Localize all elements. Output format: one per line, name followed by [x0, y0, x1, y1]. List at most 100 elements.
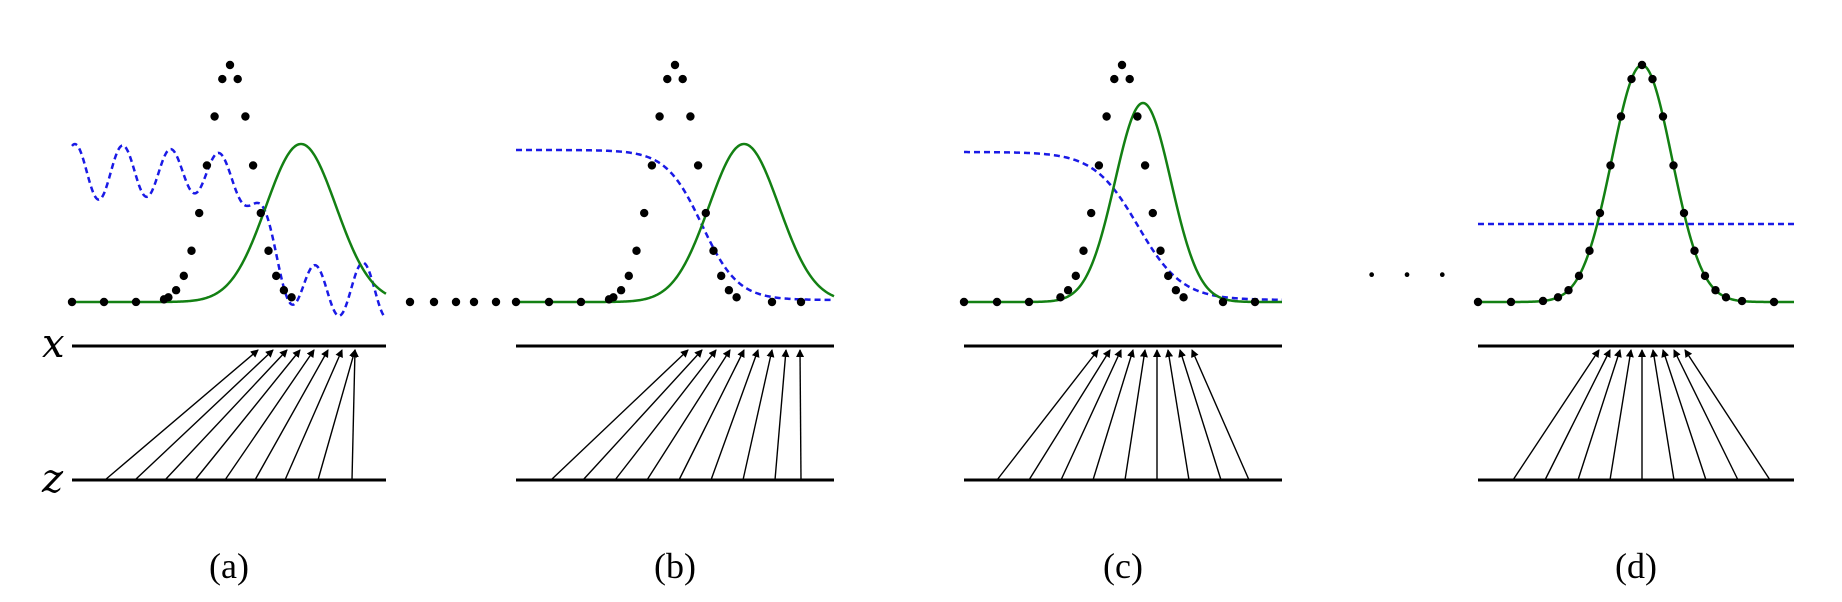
data-point: [1669, 161, 1678, 170]
panel-label-a: (a): [209, 546, 249, 586]
ellipsis: · · ·: [1365, 252, 1455, 297]
data-point: [1171, 286, 1181, 295]
data-point: [640, 208, 649, 218]
data-point: [616, 286, 626, 295]
discriminator-curve: [515, 148, 834, 302]
data-point: [1700, 271, 1710, 281]
data-point: [1679, 208, 1689, 218]
data-point: [732, 293, 741, 302]
x-axis-label: x: [42, 321, 65, 367]
panel-label-b: (b): [654, 546, 696, 586]
data-point: [1648, 74, 1657, 84]
data-point: [264, 246, 273, 255]
data-point: [1164, 271, 1173, 281]
data-point: [1711, 286, 1720, 295]
data-point: [1627, 74, 1636, 84]
mapping-arrow: [996, 349, 1099, 481]
data-point: [609, 293, 618, 302]
data-point: [164, 293, 173, 302]
mapping-arrow: [1544, 349, 1611, 481]
data-point: [670, 60, 680, 70]
data-point: [469, 297, 479, 307]
data-point: [686, 112, 695, 121]
data-point: [210, 112, 219, 121]
data-point: [724, 286, 734, 295]
model-density-curve: [72, 142, 387, 304]
data-point: [511, 297, 521, 307]
mapping-arrow: [194, 349, 301, 481]
mapping-arrow: [224, 349, 315, 481]
z-axis-label: z: [41, 456, 64, 502]
data-point: [195, 208, 204, 218]
mapping-arrow: [582, 349, 703, 481]
data-point: [1079, 246, 1088, 255]
data-point: [1737, 296, 1747, 306]
data-point: [717, 271, 726, 281]
data-point: [99, 297, 109, 307]
mapping-arrow: [1028, 349, 1111, 481]
data-point: [272, 271, 281, 281]
mapping-arrow: [646, 349, 731, 481]
discriminator-curve: [71, 142, 387, 319]
data-point: [1156, 246, 1165, 255]
data-point: [992, 297, 1002, 307]
data-point: [576, 297, 586, 307]
data-point: [655, 112, 664, 121]
data-point: [218, 74, 227, 84]
data-point: [491, 297, 501, 307]
data-point: [1218, 297, 1228, 307]
data-point: [225, 60, 235, 70]
data-point: [1658, 112, 1668, 121]
data-point: [241, 112, 250, 121]
data-point: [1140, 161, 1150, 170]
data-point: [1595, 208, 1605, 218]
data-point: [1110, 74, 1119, 84]
data-point: [1179, 293, 1188, 302]
data-point: [179, 271, 188, 281]
panel-d: (d): [1473, 60, 1794, 586]
data-point: [959, 297, 969, 307]
mapping-arrow: [1684, 349, 1771, 481]
data-point: [1473, 297, 1483, 307]
data-point: [248, 161, 258, 170]
data-point: [405, 297, 415, 307]
data-point: [287, 293, 296, 302]
mapping-arrow: [774, 349, 790, 481]
mapping-arrow: [742, 349, 775, 481]
mapping-arrow: [284, 349, 343, 481]
data-point: [796, 297, 806, 307]
data-point: [544, 297, 554, 307]
data-point: [67, 297, 77, 307]
data-point: [678, 74, 687, 84]
mapping-arrow: [1191, 349, 1250, 481]
discriminator-curve: [963, 150, 1283, 302]
data-point: [1553, 293, 1563, 302]
mapping-arrow: [1165, 349, 1190, 481]
mapping-arrow: [350, 349, 359, 481]
data-point: [1637, 60, 1647, 70]
data-point: [279, 286, 289, 295]
model-density-curve: [964, 101, 1282, 304]
mapping-arrow: [550, 349, 689, 481]
data-point: [1056, 293, 1065, 302]
mapping-arrow: [104, 349, 259, 481]
data-point: [709, 246, 718, 255]
panel-b: (b): [511, 60, 835, 586]
mapping-arrow: [1124, 349, 1148, 481]
data-point: [767, 297, 777, 307]
mapping-arrow: [1577, 349, 1622, 481]
mapping-arrow: [254, 349, 329, 481]
data-point: [187, 246, 196, 255]
data-point: [1616, 112, 1626, 121]
data-point: [1071, 271, 1081, 281]
data-point: [1564, 286, 1573, 295]
mapping-arrow: [1650, 349, 1675, 481]
mapping-arrow: [1609, 349, 1634, 481]
data-point: [1585, 246, 1594, 255]
data-point: [233, 74, 242, 84]
mapping-arrow: [1673, 349, 1739, 481]
mapping-arrow: [134, 349, 274, 481]
panel-label-c: (c): [1103, 546, 1143, 586]
data-point: [647, 161, 657, 170]
data-point: [1148, 208, 1158, 218]
